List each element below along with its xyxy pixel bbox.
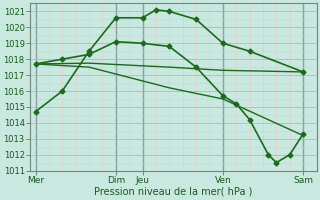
X-axis label: Pression niveau de la mer( hPa ): Pression niveau de la mer( hPa ) xyxy=(94,187,252,197)
